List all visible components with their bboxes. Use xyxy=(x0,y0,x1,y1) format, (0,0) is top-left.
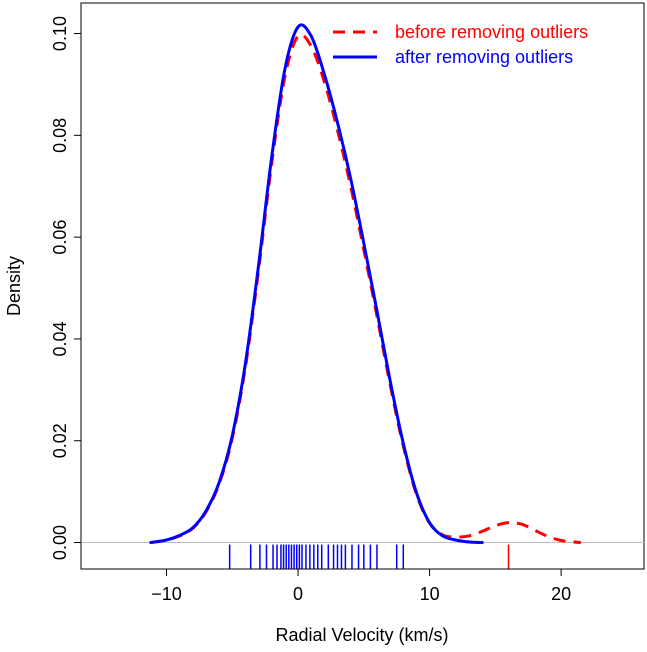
legend-label: before removing outliers xyxy=(395,22,588,42)
y-tick-label: 0.02 xyxy=(50,423,70,458)
y-tick-label: 0.06 xyxy=(50,220,70,255)
y-tick-label: 0.00 xyxy=(50,525,70,560)
x-tick-label: 20 xyxy=(551,584,571,604)
x-tick-label: 0 xyxy=(293,584,303,604)
x-tick-label: −10 xyxy=(151,584,182,604)
series-line-after-removing-outliers xyxy=(151,25,482,543)
series-line-before-removing-outliers xyxy=(151,34,581,542)
x-axis-title: Radial Velocity (km/s) xyxy=(275,625,448,645)
series-layer xyxy=(151,25,581,543)
y-axis-title: Density xyxy=(4,256,24,316)
plot-area-frame xyxy=(81,3,644,569)
y-tick-label: 0.08 xyxy=(50,118,70,153)
y-axis: 0.00 0.02 0.04 0.06 0.08 0.10 xyxy=(50,16,81,560)
legend: before removing outliers after removing o… xyxy=(333,22,588,67)
rug-layer xyxy=(230,545,509,569)
legend-label: after removing outliers xyxy=(395,47,573,67)
x-tick-label: 10 xyxy=(420,584,440,604)
x-axis: −10 0 10 20 xyxy=(151,569,571,604)
y-tick-label: 0.04 xyxy=(50,321,70,356)
y-tick-label: 0.10 xyxy=(50,16,70,51)
